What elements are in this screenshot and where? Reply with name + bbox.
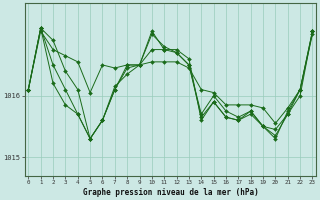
X-axis label: Graphe pression niveau de la mer (hPa): Graphe pression niveau de la mer (hPa) [83, 188, 258, 197]
